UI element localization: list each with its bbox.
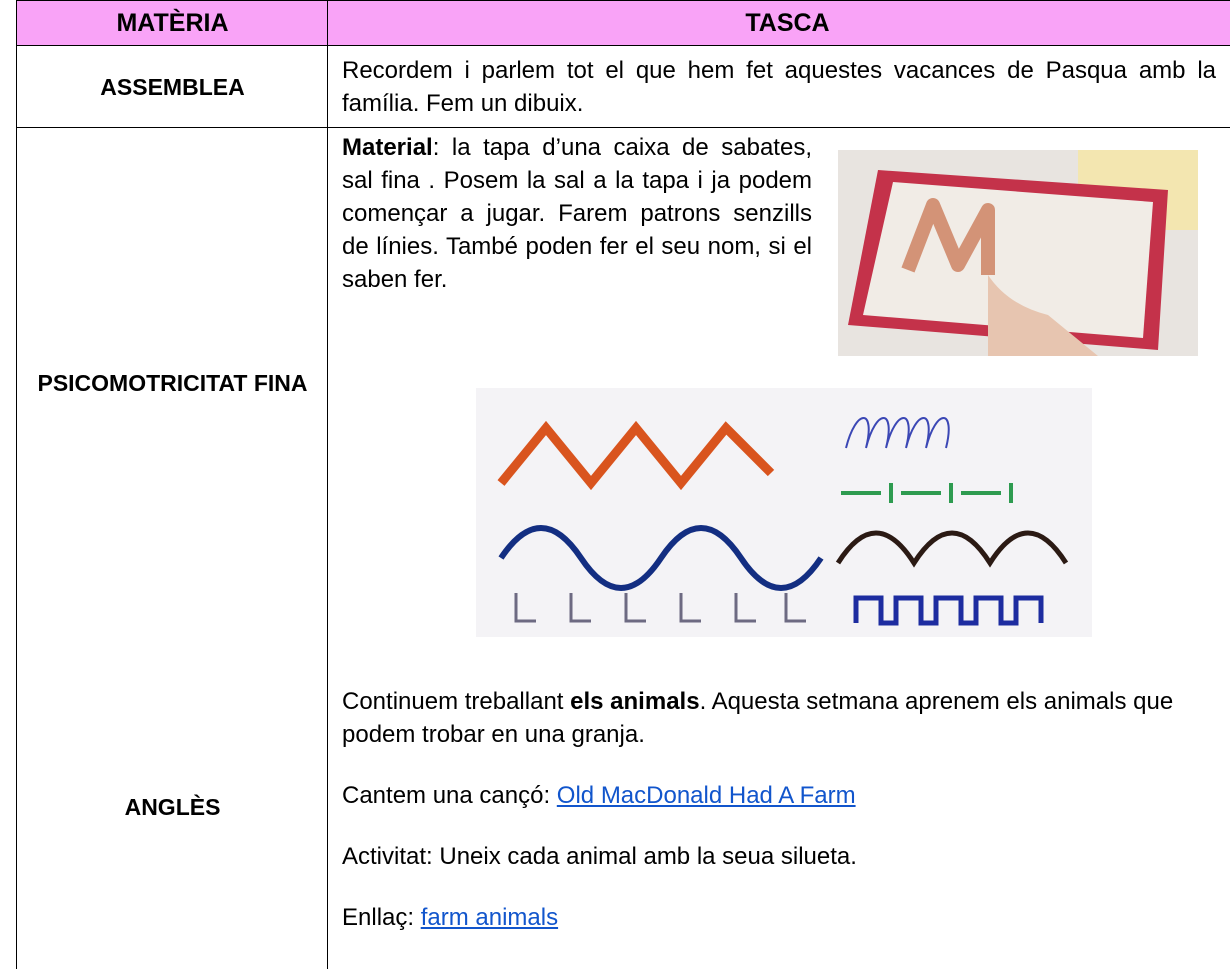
sand-tray-photo: [838, 150, 1198, 356]
header-text: MATÈRIA: [116, 9, 229, 37]
header-cell: TASCA: [327, 0, 1230, 46]
link[interactable]: Old MacDonald Had A Farm: [556, 782, 856, 809]
task-cell: Continuem treballant els animals. Aquest…: [327, 637, 1230, 969]
task-text: : la tapa d’una caixa de sabates, sal fi…: [342, 134, 812, 293]
subject: ANGLÈS: [124, 793, 221, 820]
task-text: Material: la tapa d’una caixa de sabates…: [342, 131, 812, 296]
task-text: . Aquesta setmana aprenem els animals qu…: [342, 688, 1174, 748]
bold-text: Material: [342, 134, 433, 161]
header-cell: MATÈRIA: [16, 0, 328, 46]
subject: PSICOMOTRICITAT FINA: [37, 369, 308, 396]
line-patterns-photo: [476, 388, 1092, 637]
bold-text: els animals: [570, 688, 700, 715]
task-text: Continuem treballant: [342, 688, 571, 715]
task-text: Enllaç:: [342, 904, 421, 931]
task-text: Recordem i parlem tot el que hem fet aqu…: [342, 57, 1216, 117]
header-text: TASCA: [745, 9, 830, 37]
task-cell: Recordem i parlem tot el que hem fet aqu…: [327, 45, 1230, 128]
task-cell: Material: la tapa d’una caixa de sabates…: [327, 127, 1230, 638]
task-text: Cantem una cançó:: [342, 782, 557, 809]
subject: ASSEMBLEA: [100, 73, 245, 100]
subject-cell: ANGLÈS: [16, 637, 328, 969]
task-text: Cantem una cançó: Old MacDonald Had A Fa…: [342, 779, 1230, 812]
link[interactable]: farm animals: [420, 904, 559, 931]
task-text: Activitat: Uneix cada animal amb la seua…: [342, 843, 857, 870]
subject-cell: PSICOMOTRICITAT FINA: [16, 127, 328, 638]
task-text: Continuem treballant els animals. Aquest…: [342, 685, 1216, 751]
subject-cell: ASSEMBLEA: [16, 45, 328, 128]
task-text: Enllaç: farm animals: [342, 901, 1230, 934]
